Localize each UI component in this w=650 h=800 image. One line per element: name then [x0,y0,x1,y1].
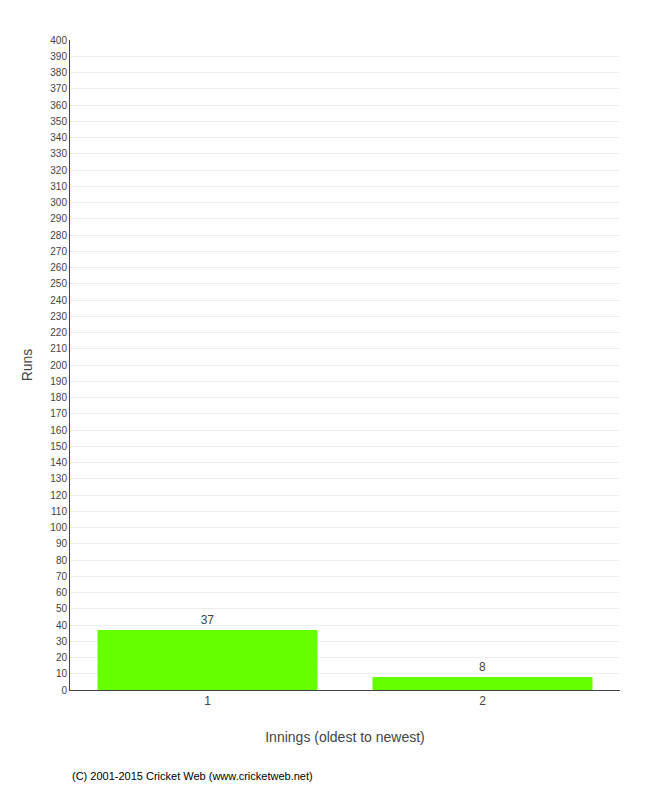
svg-text:340: 340 [50,132,67,143]
svg-text:350: 350 [50,116,67,127]
svg-text:220: 220 [50,327,67,338]
svg-text:20: 20 [56,652,68,663]
svg-text:37: 37 [201,613,215,627]
svg-text:380: 380 [50,67,67,78]
svg-text:70: 70 [56,571,68,582]
svg-text:110: 110 [51,506,67,517]
svg-text:230: 230 [50,311,67,322]
svg-text:250: 250 [50,278,67,289]
svg-text:150: 150 [50,441,67,452]
svg-text:300: 300 [50,197,67,208]
svg-text:310: 310 [50,181,67,192]
svg-text:390: 390 [50,51,67,62]
svg-text:(C) 2001-2015 Cricket Web (www: (C) 2001-2015 Cricket Web (www.cricketwe… [72,770,313,782]
svg-text:260: 260 [50,262,67,273]
svg-text:2: 2 [479,694,486,708]
svg-text:320: 320 [50,165,67,176]
svg-text:190: 190 [50,376,67,387]
svg-text:80: 80 [56,555,68,566]
svg-text:0: 0 [61,685,67,696]
svg-text:40: 40 [56,620,68,631]
svg-text:8: 8 [479,660,486,674]
svg-text:140: 140 [50,457,67,468]
svg-text:160: 160 [50,425,67,436]
svg-text:240: 240 [50,295,67,306]
svg-text:Runs: Runs [19,349,35,382]
svg-text:30: 30 [56,636,68,647]
svg-text:130: 130 [50,473,67,484]
svg-text:60: 60 [56,587,68,598]
svg-text:370: 370 [50,83,67,94]
svg-text:Innings (oldest to newest): Innings (oldest to newest) [265,729,425,745]
svg-text:10: 10 [56,668,68,679]
svg-text:50: 50 [56,603,68,614]
svg-text:280: 280 [50,230,67,241]
svg-text:210: 210 [50,343,67,354]
svg-text:330: 330 [50,148,67,159]
svg-text:290: 290 [50,213,67,224]
svg-text:120: 120 [50,490,67,501]
svg-text:200: 200 [50,360,67,371]
svg-text:270: 270 [50,246,67,257]
svg-text:360: 360 [50,100,67,111]
svg-text:170: 170 [50,408,67,419]
svg-text:100: 100 [50,522,67,533]
svg-text:90: 90 [56,538,68,549]
svg-text:400: 400 [50,35,67,46]
svg-text:180: 180 [50,392,67,403]
svg-text:1: 1 [204,694,211,708]
